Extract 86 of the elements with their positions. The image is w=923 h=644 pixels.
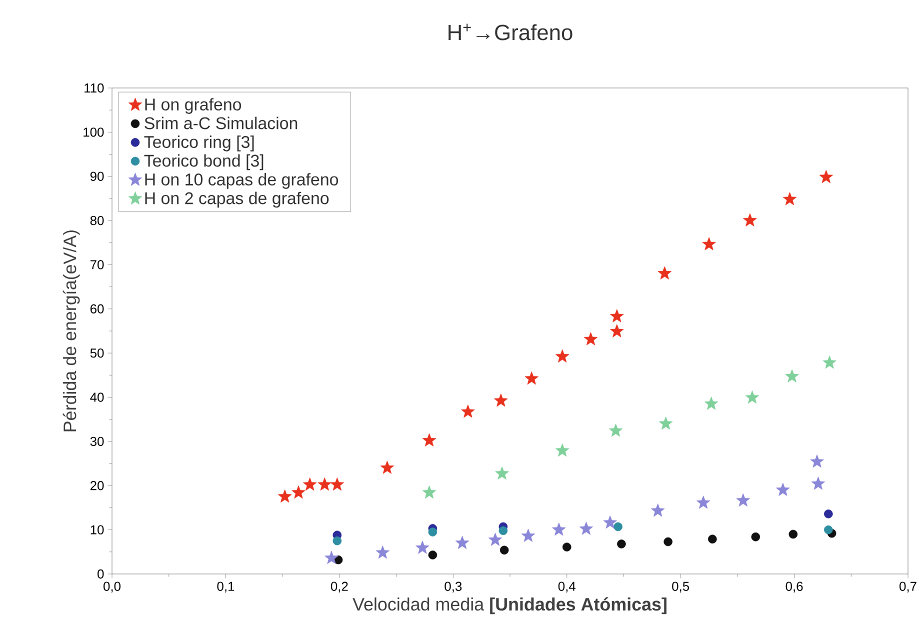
point — [422, 485, 436, 499]
x-tick-label: 0,0 — [104, 582, 121, 592]
point — [461, 404, 475, 418]
y-tick-label: 100 — [84, 128, 104, 137]
point — [736, 493, 750, 507]
point — [318, 478, 332, 491]
y-tick-label: 110 — [84, 83, 104, 93]
point — [810, 454, 824, 468]
x-tick-label: 0,3 — [444, 582, 462, 592]
point — [500, 546, 509, 555]
point — [579, 522, 594, 535]
legend-label: H on 2 capas de grafeno — [145, 192, 329, 208]
point — [776, 482, 790, 496]
point — [603, 516, 617, 529]
point — [819, 170, 833, 184]
point — [428, 528, 438, 536]
point — [708, 534, 717, 544]
point — [610, 309, 624, 322]
y-tick-label: 50 — [90, 348, 104, 358]
point — [380, 460, 394, 474]
legend-label: Teorico bond [3] — [144, 154, 264, 170]
y-tick-label: 90 — [90, 172, 104, 181]
point — [824, 525, 833, 534]
y-tick-label: 80 — [90, 216, 104, 226]
point — [610, 324, 624, 338]
point — [617, 540, 626, 548]
legend-label: Srim a-C Simulacion — [144, 116, 298, 130]
point — [376, 546, 390, 559]
y-tick-label: 20 — [90, 481, 104, 490]
legend-label: H on 10 capas de grafeno — [145, 173, 338, 189]
point — [495, 466, 509, 480]
x-tick-label: 0,6 — [786, 582, 803, 592]
point — [494, 394, 508, 407]
point — [811, 476, 826, 490]
y-tick-label: 30 — [90, 436, 104, 446]
point — [422, 433, 436, 446]
legend-label: Teorico ring [3] — [144, 136, 254, 152]
point — [488, 532, 502, 546]
y-tick-label: 10 — [90, 525, 104, 534]
point — [785, 369, 799, 382]
point — [498, 526, 508, 536]
point — [696, 496, 710, 509]
point — [303, 478, 317, 491]
point — [751, 532, 760, 542]
point — [658, 266, 672, 280]
point — [278, 489, 292, 503]
point — [608, 424, 623, 437]
point — [324, 550, 338, 564]
x-tick-label: 0,5 — [672, 582, 690, 592]
point — [524, 372, 538, 385]
x-axis-title: Velocidad media [Unidades Atómicas] — [352, 597, 666, 614]
point — [788, 530, 798, 539]
point — [330, 478, 344, 491]
chart-title: H$^{+}$→Grafeno — [448, 24, 572, 40]
point — [555, 444, 570, 457]
point — [822, 356, 836, 369]
x-tick-label: 0,1 — [217, 582, 234, 592]
point — [455, 536, 470, 549]
point — [658, 416, 673, 430]
x-tick-label: 0,2 — [330, 582, 348, 592]
point — [704, 396, 718, 410]
y-tick-label: 0 — [98, 569, 104, 579]
point — [292, 485, 306, 499]
point — [702, 237, 716, 250]
y-tick-label: 40 — [90, 392, 104, 402]
legend-label: H on grafeno — [145, 98, 242, 114]
point — [332, 536, 342, 546]
point — [743, 213, 757, 226]
point — [650, 504, 665, 517]
y-tick-label: 70 — [90, 260, 104, 270]
point — [584, 332, 598, 346]
point — [562, 542, 572, 552]
point — [745, 390, 760, 404]
x-tick-label: 0,7 — [900, 582, 916, 592]
point — [521, 528, 536, 542]
point — [824, 509, 833, 518]
point — [555, 349, 570, 362]
point — [614, 522, 622, 532]
point — [428, 550, 438, 560]
y-tick-label: 60 — [90, 304, 104, 314]
point — [416, 540, 430, 554]
point — [782, 192, 797, 206]
point — [664, 537, 672, 546]
y-axis-title: Pérdida de energía(eV/A) — [62, 230, 80, 432]
point — [552, 522, 566, 536]
x-tick-label: 0,4 — [558, 582, 576, 592]
